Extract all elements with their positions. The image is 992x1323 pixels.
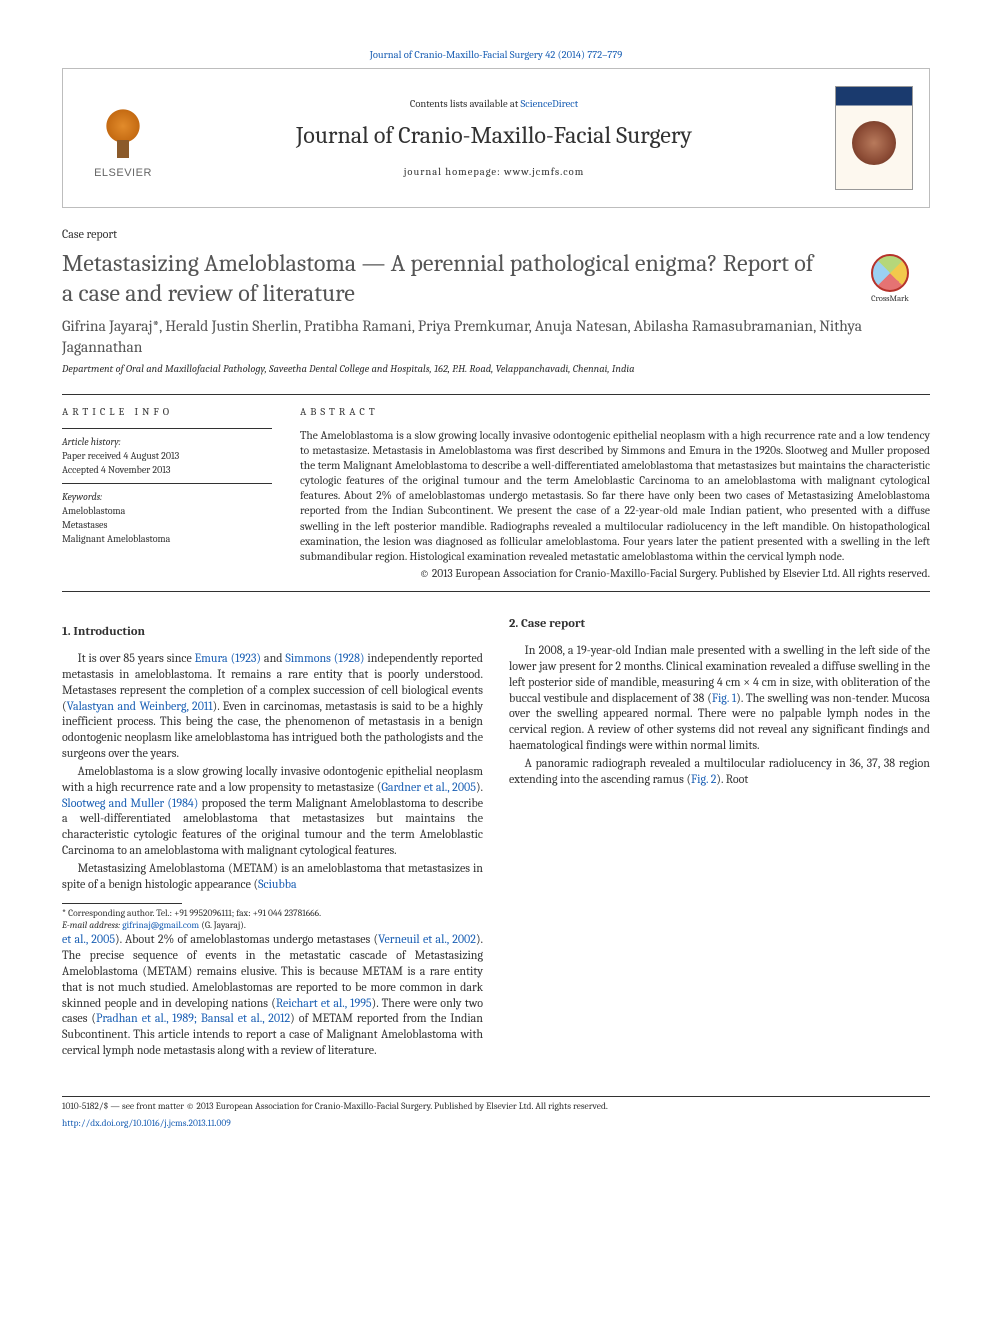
- homepage-url[interactable]: www.jcmfs.com: [504, 166, 584, 178]
- publisher-name: ELSEVIER: [94, 166, 152, 181]
- article-info-column: ARTICLE INFO Article history: Paper rece…: [62, 395, 272, 591]
- case-para-2: A panoramic radiograph revealed a multil…: [509, 756, 930, 788]
- corr-label: * Corresponding author. Tel.:: [62, 908, 174, 919]
- homepage-label: journal homepage:: [404, 166, 504, 178]
- keyword: Malignant Ameloblastoma: [62, 533, 170, 545]
- crossmark-icon: [863, 246, 917, 300]
- journal-header-box: ELSEVIER Contents lists available at Sci…: [62, 68, 930, 208]
- article-history: Article history: Paper received 4 August…: [62, 435, 272, 477]
- intro-para-3-cont: et al., 2005). About 2% of ameloblastoma…: [62, 932, 483, 1059]
- citation-link[interactable]: Pradhan et al., 1989; Bansal et al., 201…: [96, 1011, 290, 1025]
- accepted-date: Accepted 4 November 2013: [62, 464, 171, 476]
- received-date: Paper received 4 August 2013: [62, 450, 179, 462]
- abstract-column: ABSTRACT The Ameloblastoma is a slow gro…: [300, 395, 930, 591]
- keywords-block: Keywords: Ameloblastoma Metastases Malig…: [62, 490, 272, 546]
- footnote-rule: [62, 903, 182, 904]
- abstract-copyright: © 2013 European Association for Cranio-M…: [300, 566, 930, 581]
- citation-link[interactable]: et al., 2005: [62, 932, 115, 946]
- elsevier-tree-icon: [93, 102, 153, 162]
- affiliation: Department of Oral and Maxillofacial Pat…: [62, 362, 930, 376]
- body-two-column: 1. Introduction It is over 85 years sinc…: [62, 616, 930, 1090]
- citation-link[interactable]: Valastyan and Weinberg, 2011: [67, 699, 213, 713]
- abstract-heading: ABSTRACT: [300, 405, 930, 419]
- section-2-heading: 2. Case report: [509, 616, 930, 633]
- text: It is over 85 years since: [78, 651, 195, 665]
- keyword: Ameloblastoma: [62, 505, 125, 517]
- keyword: Metastases: [62, 519, 107, 531]
- divider: [62, 428, 272, 429]
- email-label: E-mail address:: [62, 920, 122, 931]
- intro-para-1: It is over 85 years since Emura (1923) a…: [62, 651, 483, 762]
- text: and: [261, 651, 285, 665]
- history-label: Article history:: [62, 436, 121, 448]
- crossmark-label: CrossMark: [871, 294, 909, 305]
- front-matter-line: 1010-5182/$ — see front matter © 2013 Eu…: [62, 1101, 930, 1114]
- text: ). About 2% of ameloblastomas undergo me…: [115, 932, 378, 946]
- journal-homepage-line: journal homepage: www.jcmfs.com: [177, 165, 811, 179]
- journal-header-center: Contents lists available at ScienceDirec…: [167, 97, 821, 180]
- article-info-heading: ARTICLE INFO: [62, 405, 272, 419]
- journal-name: Journal of Cranio-Maxillo-Facial Surgery: [177, 119, 811, 151]
- corresponding-author-footnote: * Corresponding author. Tel.: +91 995209…: [62, 908, 483, 933]
- citation-link[interactable]: Emura (1923): [195, 651, 261, 665]
- article-type-label: Case report: [62, 226, 930, 242]
- citation-link[interactable]: Sciubba: [258, 877, 296, 891]
- contents-prefix: Contents lists available at: [410, 98, 521, 110]
- bottom-rule: [62, 1096, 930, 1097]
- citation-link[interactable]: Gardner et al., 2005: [381, 780, 476, 794]
- article-title: Metastasizing Ameloblastoma — A perennia…: [62, 248, 822, 308]
- divider: [62, 483, 272, 484]
- figure-link[interactable]: Fig. 1: [712, 691, 736, 705]
- fax: +91 044 23781666.: [253, 908, 321, 919]
- publisher-logo-col: ELSEVIER: [79, 96, 167, 181]
- case-para-1: In 2008, a 19-year-old Indian male prese…: [509, 643, 930, 754]
- sciencedirect-link[interactable]: ScienceDirect: [521, 98, 579, 110]
- citation-link[interactable]: Simmons (1928): [285, 651, 364, 665]
- intro-para-3: Metastasizing Ameloblastoma (METAM) is a…: [62, 861, 483, 893]
- email-link[interactable]: gifrinaj@gmail.com: [122, 920, 199, 931]
- citation-link[interactable]: Reichart et al., 1995: [276, 996, 372, 1010]
- running-head: Journal of Cranio-Maxillo-Facial Surgery…: [62, 48, 930, 68]
- doi-link[interactable]: http://dx.doi.org/10.1016/j.jcms.2013.11…: [62, 1118, 231, 1129]
- citation-link[interactable]: Slootweg and Muller (1984): [62, 796, 198, 810]
- author-list: Gifrina Jayaraj*, Herald Justin Sherlin,…: [62, 316, 930, 358]
- fax-label: ; fax:: [232, 908, 253, 919]
- doi-line: http://dx.doi.org/10.1016/j.jcms.2013.11…: [62, 1118, 930, 1131]
- keywords-label: Keywords:: [62, 490, 272, 504]
- text: ).: [476, 780, 483, 794]
- crossmark-widget[interactable]: CrossMark: [850, 248, 930, 305]
- corr-name: (G. Jayaraj).: [199, 920, 246, 931]
- text: ). Root: [716, 772, 748, 786]
- contents-available-line: Contents lists available at ScienceDirec…: [177, 97, 811, 111]
- journal-cover-col: [821, 86, 913, 190]
- journal-cover-thumbnail: [835, 86, 913, 190]
- figure-link[interactable]: Fig. 2: [691, 772, 716, 786]
- intro-para-2: Ameloblastoma is a slow growing locally …: [62, 764, 483, 859]
- abstract-text: The Ameloblastoma is a slow growing loca…: [300, 428, 930, 565]
- section-1-heading: 1. Introduction: [62, 624, 483, 641]
- tel: +91 9952096111: [174, 908, 232, 919]
- citation-link[interactable]: Verneuil et al., 2002: [378, 932, 476, 946]
